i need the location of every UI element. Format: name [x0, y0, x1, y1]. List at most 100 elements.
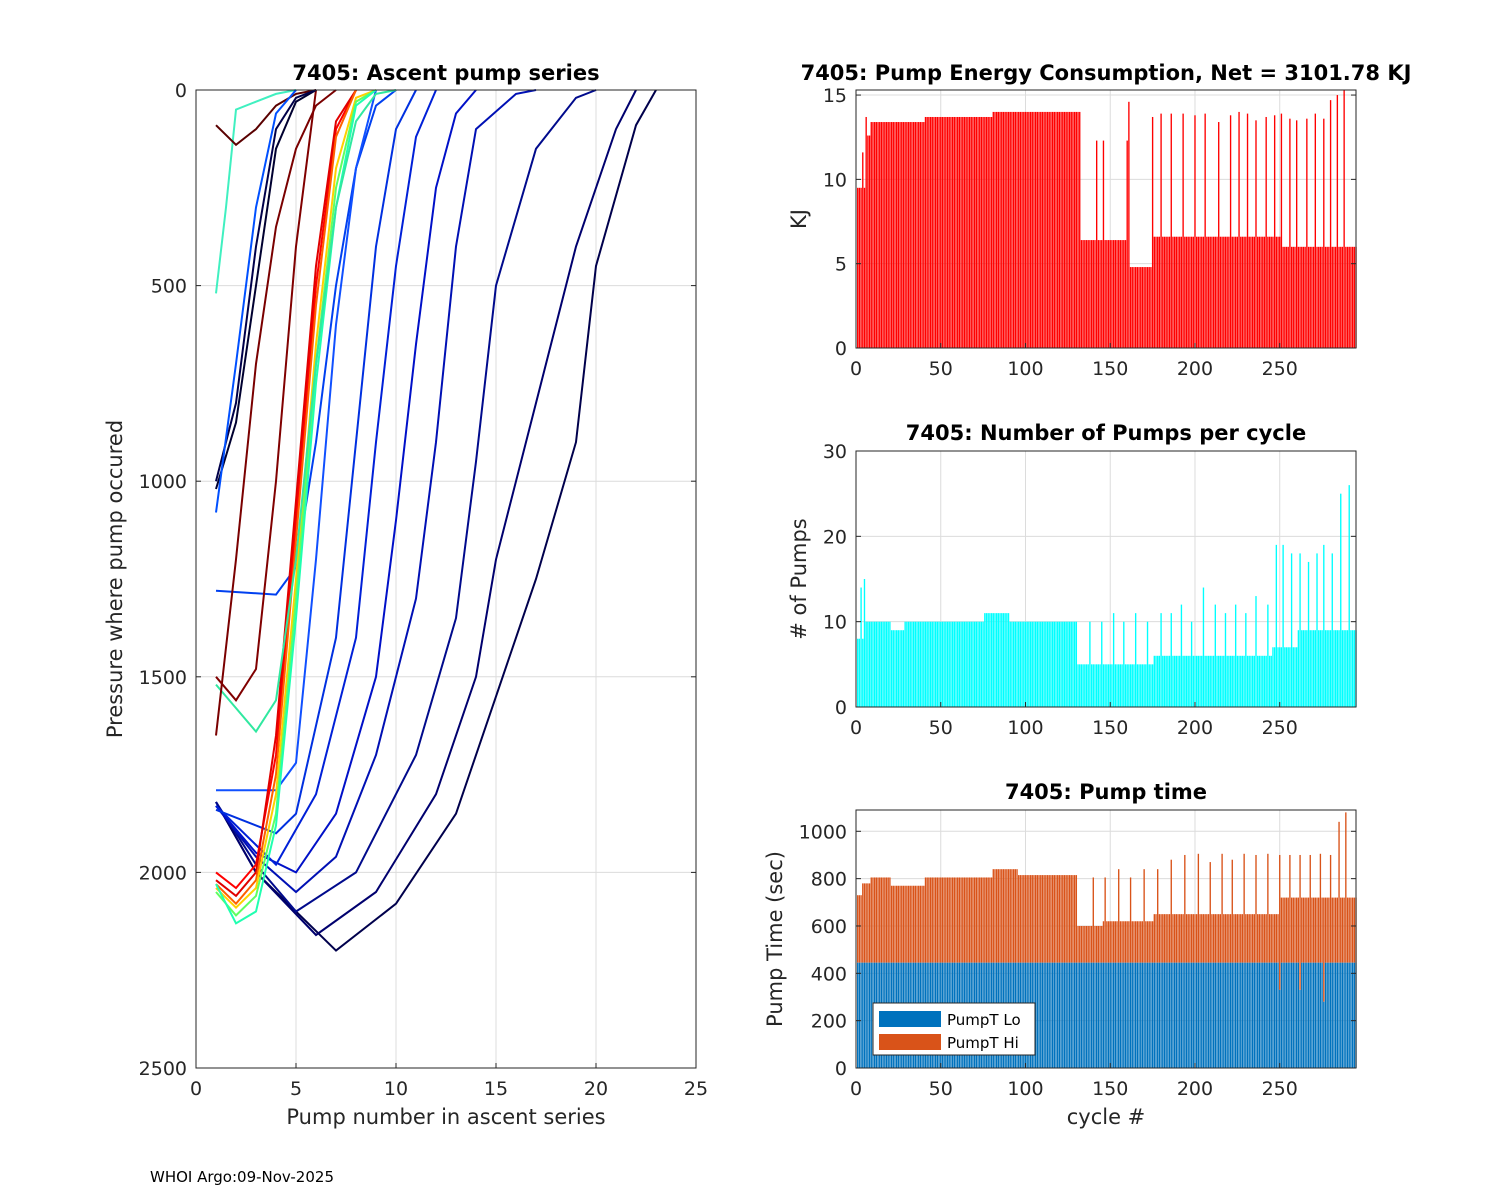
- ascent-series-line: [215, 89, 337, 736]
- pumps-bar: [1045, 621, 1047, 707]
- pumps-bar: [902, 630, 905, 707]
- time-bar-lo: [1184, 962, 1186, 1068]
- time-bar-lo: [1173, 962, 1176, 1068]
- pumps-bar: [1340, 493, 1342, 707]
- ascent-series-line: [215, 89, 317, 147]
- pumps-y-tick-label: 10: [823, 612, 847, 634]
- energy-panel: 0 50 100 150 200 250 0 5 10 15 7405: Pump Energy…: [787, 61, 1411, 380]
- ascent-x-tick-label: 20: [584, 1078, 608, 1100]
- pumps-bar: [1175, 655, 1178, 707]
- time-bar-hi: [1168, 914, 1171, 963]
- energy-bar: [1323, 118, 1325, 348]
- pumps-bar: [1219, 655, 1222, 707]
- time-bar-lo: [1323, 1001, 1325, 1068]
- time-bar-hi: [980, 877, 983, 963]
- time-bar-lo: [1062, 962, 1064, 1068]
- energy-bar: [1272, 236, 1274, 348]
- time-bar-hi: [950, 877, 952, 963]
- time-bar-hi: [931, 877, 933, 963]
- time-bar-hi: [894, 885, 896, 963]
- ascent-series-line: [215, 89, 357, 890]
- energy-bar: [1019, 111, 1022, 348]
- time-bar-hi: [994, 869, 996, 963]
- energy-bar: [1136, 267, 1139, 348]
- pumps-bar: [1192, 655, 1194, 707]
- energy-bar: [1194, 115, 1196, 348]
- energy-bar: [1294, 246, 1296, 348]
- pumps-bar: [934, 621, 937, 707]
- energy-bar: [1153, 236, 1155, 348]
- time-bar-lo: [1185, 962, 1188, 1068]
- time-bar-hi: [1185, 914, 1188, 963]
- pumps-bar: [911, 621, 913, 707]
- pumps-bar: [921, 621, 923, 707]
- energy-bar: [1279, 236, 1281, 348]
- energy-bar: [1079, 111, 1081, 348]
- time-bar-hi: [989, 877, 991, 963]
- time-bar-lo: [1214, 962, 1216, 1068]
- pumps-bar: [1233, 655, 1235, 707]
- pumps-bar: [1155, 655, 1157, 707]
- energy-bar: [1026, 111, 1028, 348]
- time-bar-lo: [1284, 962, 1286, 1068]
- energy-bar: [1238, 111, 1240, 348]
- time-bar-hi: [1323, 897, 1325, 1002]
- energy-bar: [1158, 236, 1161, 348]
- time-bar-hi: [1006, 869, 1008, 963]
- energy-bar: [973, 116, 976, 348]
- pumps-bar: [1160, 613, 1162, 707]
- time-bar-hi: [892, 885, 894, 963]
- time-bar-lo: [1157, 962, 1159, 1068]
- energy-bar: [1326, 246, 1328, 348]
- time-bar-hi: [1096, 925, 1098, 963]
- energy-bar: [999, 111, 1001, 348]
- time-bar-lo: [1279, 989, 1281, 1068]
- time-bar-hi: [1055, 875, 1057, 963]
- pumps-bar: [977, 621, 979, 707]
- pumps-bar: [1138, 664, 1140, 707]
- energy-bar: [977, 116, 979, 348]
- pumps-bar: [875, 621, 878, 707]
- energy-bar: [1336, 95, 1339, 348]
- energy-bar: [1087, 240, 1089, 348]
- time-bar-hi: [1253, 914, 1255, 963]
- time-bar-lo: [1275, 962, 1278, 1068]
- time-bar-hi: [1350, 897, 1352, 963]
- energy-bar: [1151, 116, 1154, 348]
- energy-bar: [1055, 111, 1057, 348]
- time-bar-hi: [1219, 914, 1222, 963]
- energy-bar: [1229, 115, 1232, 348]
- time-bar-hi: [1301, 897, 1303, 963]
- pumps-bar: [1118, 664, 1120, 707]
- pumps-bar: [1151, 664, 1154, 707]
- time-bar-lo: [1296, 962, 1298, 1068]
- energy-bar: [941, 116, 944, 348]
- energy-bar: [955, 116, 957, 348]
- pumps-bar: [867, 621, 869, 707]
- pumps-axes-box: [855, 450, 1357, 708]
- energy-bar: [1112, 240, 1115, 348]
- time-bar-hi: [1321, 897, 1323, 963]
- pumps-bar: [1145, 664, 1147, 707]
- time-bar-hi: [882, 877, 884, 963]
- pumps-bar: [1297, 630, 1300, 707]
- pumps-bar: [1150, 664, 1152, 707]
- ascent-series-line: [215, 89, 397, 734]
- time-bar-hi: [1206, 914, 1208, 963]
- time-bar-lo: [1160, 962, 1162, 1068]
- time-bar-lo: [865, 962, 867, 1068]
- time-bar-lo: [1055, 962, 1057, 1068]
- energy-y-ticks: 0 5 10 15: [823, 85, 1356, 360]
- energy-bar: [1138, 267, 1140, 348]
- time-bar-hi: [1324, 897, 1327, 963]
- time-x-ticks: 0 50 100 150 200 250: [850, 1063, 1298, 1100]
- energy-bar: [957, 116, 959, 348]
- pumps-bar: [904, 621, 906, 707]
- pumps-bar: [1007, 613, 1010, 707]
- energy-bar: [902, 122, 905, 348]
- time-bar-lo: [1204, 962, 1206, 1068]
- energy-bar: [1141, 267, 1144, 348]
- pumps-bar: [1180, 604, 1183, 707]
- time-bar-lo: [1072, 962, 1074, 1068]
- pumps-bar: [1224, 613, 1227, 707]
